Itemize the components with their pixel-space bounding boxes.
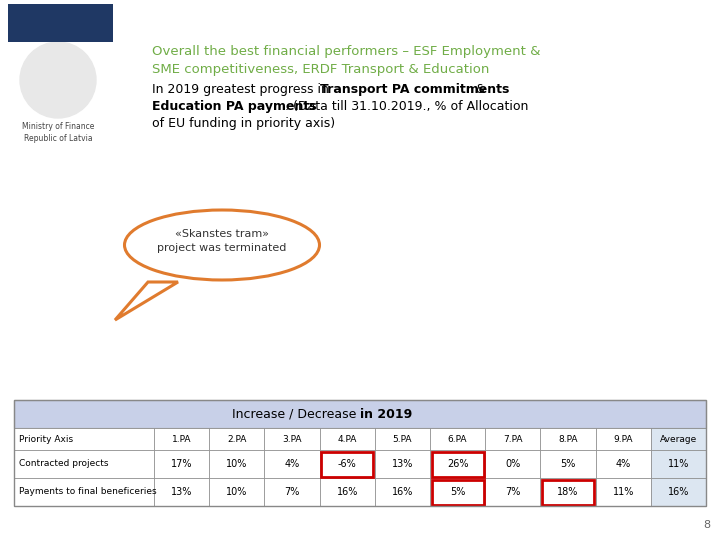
Text: 18%: 18% [557, 487, 579, 497]
Text: 16%: 16% [336, 487, 358, 497]
Bar [14, 478, 154, 506]
Text: -6%: -6% [338, 459, 356, 469]
Bar [375, 428, 430, 450]
Bar [210, 428, 264, 450]
Text: Average: Average [660, 435, 697, 443]
Text: 2.PA: 2.PA [227, 435, 246, 443]
Text: . (Data till 31.10.2019., % of Allocation: . (Data till 31.10.2019., % of Allocatio… [285, 100, 528, 113]
Text: 26%: 26% [447, 459, 468, 469]
Text: Overall the best financial performers – ESF Employment &: Overall the best financial performers – … [152, 45, 541, 58]
Text: 5.PA: 5.PA [392, 435, 412, 443]
Text: 7%: 7% [284, 487, 300, 497]
Bar [541, 428, 595, 450]
Bar [541, 478, 595, 506]
Text: In 2019 greatest progress in: In 2019 greatest progress in [152, 83, 333, 96]
Bar [595, 450, 651, 478]
Bar [430, 428, 485, 450]
Text: 8.PA: 8.PA [558, 435, 577, 443]
Bar [14, 450, 154, 478]
Text: Priority Axis: Priority Axis [19, 435, 73, 443]
Text: 5%: 5% [450, 487, 465, 497]
Text: Contracted projects: Contracted projects [19, 460, 109, 469]
Text: 4%: 4% [284, 459, 300, 469]
Text: in 2019: in 2019 [360, 408, 413, 421]
Bar [485, 478, 541, 506]
Bar [595, 428, 651, 450]
Bar [154, 450, 210, 478]
Bar [430, 450, 485, 478]
Bar [431, 451, 484, 476]
Text: 11%: 11% [613, 487, 634, 497]
Text: 9.PA: 9.PA [613, 435, 633, 443]
Bar [651, 478, 706, 506]
Bar [595, 478, 651, 506]
Text: 4.PA: 4.PA [338, 435, 357, 443]
Text: 5%: 5% [560, 459, 576, 469]
Bar [485, 450, 541, 478]
Bar [375, 478, 430, 506]
Text: 6.PA: 6.PA [448, 435, 467, 443]
Text: 16%: 16% [667, 487, 689, 497]
Text: Increase / Decrease: Increase / Decrease [232, 408, 360, 421]
Text: 16%: 16% [392, 487, 413, 497]
Bar [210, 478, 264, 506]
Text: SME competitiveness, ERDF Transport & Education: SME competitiveness, ERDF Transport & Ed… [152, 63, 490, 76]
Bar [321, 451, 373, 476]
Circle shape [20, 42, 96, 118]
Text: Ministry of Finance
Republic of Latvia: Ministry of Finance Republic of Latvia [22, 122, 94, 143]
Text: 0%: 0% [505, 459, 521, 469]
Bar [431, 480, 484, 504]
Bar [154, 428, 210, 450]
Text: 10%: 10% [226, 459, 248, 469]
Bar [14, 400, 706, 428]
Text: 10%: 10% [226, 487, 248, 497]
Text: Transport PA commitments: Transport PA commitments [320, 83, 509, 96]
Text: of EU funding in priority axis): of EU funding in priority axis) [152, 117, 335, 130]
Bar [154, 478, 210, 506]
Text: 7.PA: 7.PA [503, 435, 523, 443]
Bar [651, 450, 706, 478]
Text: 1.PA: 1.PA [172, 435, 192, 443]
Bar [8, 4, 113, 42]
Bar [264, 428, 320, 450]
Bar [651, 428, 706, 450]
Text: Payments to final beneficeries: Payments to final beneficeries [19, 488, 157, 496]
Text: 3.PA: 3.PA [282, 435, 302, 443]
Bar [320, 428, 375, 450]
Text: 8: 8 [703, 520, 710, 530]
Bar [210, 450, 264, 478]
Text: 11%: 11% [667, 459, 689, 469]
Text: 7%: 7% [505, 487, 521, 497]
Bar [375, 450, 430, 478]
Text: 17%: 17% [171, 459, 192, 469]
Text: 13%: 13% [392, 459, 413, 469]
Bar [14, 400, 706, 506]
Text: 4%: 4% [616, 459, 631, 469]
Text: Education PA payments: Education PA payments [152, 100, 317, 113]
Text: &: & [472, 83, 486, 96]
Bar [264, 478, 320, 506]
Ellipse shape [125, 210, 320, 280]
Bar [541, 450, 595, 478]
Text: 13%: 13% [171, 487, 192, 497]
Bar [485, 428, 541, 450]
Bar [430, 478, 485, 506]
Bar [14, 428, 154, 450]
Polygon shape [115, 282, 178, 320]
Bar [320, 478, 375, 506]
Bar [320, 450, 375, 478]
Bar [542, 480, 594, 504]
Text: «Skanstes tram»
project was terminated: «Skanstes tram» project was terminated [157, 228, 287, 253]
Bar [264, 450, 320, 478]
